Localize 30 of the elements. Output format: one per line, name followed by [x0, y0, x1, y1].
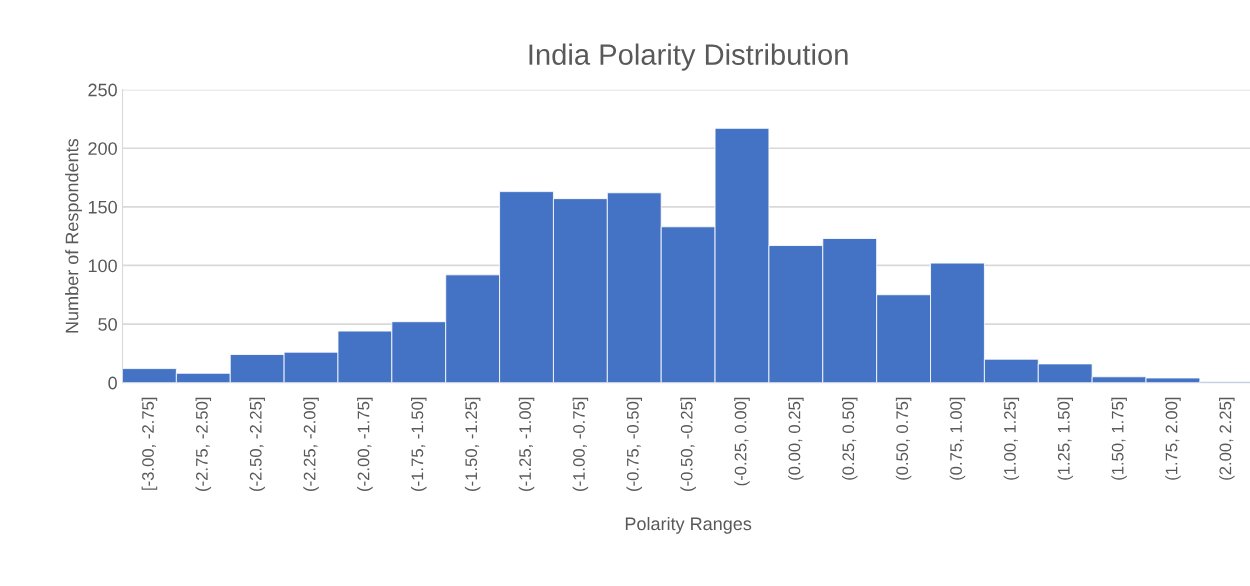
x-tick-label: (-1.50, -1.25] [464, 397, 481, 491]
x-tick-label: (-0.50, -0.25] [680, 397, 696, 491]
y-tick-label: 50 [98, 317, 117, 331]
x-tick-label: (0.75, 1.00] [949, 397, 966, 480]
x-tick-label: (1.00, 1.25] [1003, 397, 1020, 480]
x-tick-label: (-0.75, -0.50] [626, 397, 643, 491]
chart-title: India Polarity Distribution [529, 43, 848, 71]
x-tick-label: (-1.25, -1.00] [518, 397, 535, 491]
x-tick-label: (0.50, 0.75] [895, 397, 912, 480]
y-tick-label: 150 [88, 200, 117, 214]
x-tick-label: (-1.00, -0.75] [572, 397, 589, 491]
y-tick-label: 250 [88, 83, 117, 97]
x-tick-label: (-1.75, -1.50] [411, 397, 427, 491]
x-tick-label: (2.00, 2.25] [1219, 397, 1235, 480]
x-tick-label: [-3.00, -2.75] [141, 397, 158, 490]
x-tick-label: (-2.75, -2.50] [195, 397, 212, 491]
x-tick-label: (-2.50, -2.25] [249, 397, 265, 491]
y-axis-title: Number of Respondents [65, 138, 82, 333]
x-tick-label: (1.75, 2.00] [1165, 397, 1181, 480]
y-tick-label: 200 [88, 142, 117, 155]
x-tick-label: (0.25, 0.50] [841, 397, 858, 480]
x-tick-label: (-0.25, 0.00] [734, 397, 750, 486]
x-tick-label: (1.25, 1.50] [1057, 397, 1073, 480]
x-tick-label: (1.50, 1.75] [1111, 397, 1127, 480]
x-tick-label: (-2.00, -1.75] [357, 397, 373, 491]
y-tick-label: 0 [108, 376, 117, 390]
x-tick-label: (0.00, 0.25] [788, 397, 804, 480]
x-tick-label: (-2.25, -2.00] [303, 397, 319, 491]
y-tick-label: 100 [88, 259, 117, 273]
x-axis-title: Polarity Ranges [625, 516, 752, 534]
